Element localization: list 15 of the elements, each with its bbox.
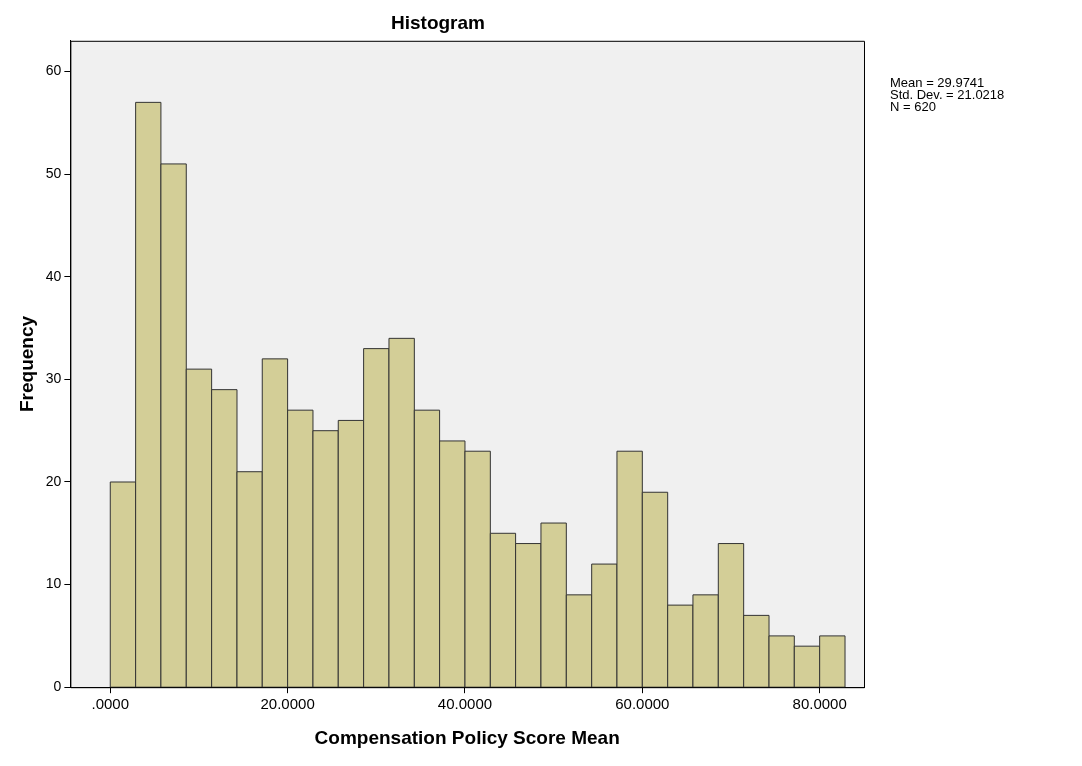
y-tick-label: 10 bbox=[45, 575, 62, 592]
x-tick-label: 20.0000 bbox=[260, 695, 315, 713]
y-axis-title: Frequency bbox=[15, 315, 37, 413]
chart-title: Histogram bbox=[391, 11, 485, 33]
y-tick-label: 50 bbox=[45, 165, 62, 182]
y-tick-label: 30 bbox=[45, 370, 62, 387]
x-tick-label: .0000 bbox=[91, 695, 130, 713]
y-tick-label: 20 bbox=[45, 472, 62, 489]
x-tick-label: 40.0000 bbox=[437, 695, 493, 713]
x-tick-label: 60.0000 bbox=[615, 695, 670, 713]
y-tick-label: 0 bbox=[53, 678, 62, 695]
y-tick-label: 60 bbox=[45, 62, 62, 79]
x-axis-title: Compensation Policy Score Mean bbox=[314, 726, 620, 748]
y-tick-label: 40 bbox=[45, 267, 62, 284]
x-tick-label: 80.0000 bbox=[792, 695, 847, 713]
